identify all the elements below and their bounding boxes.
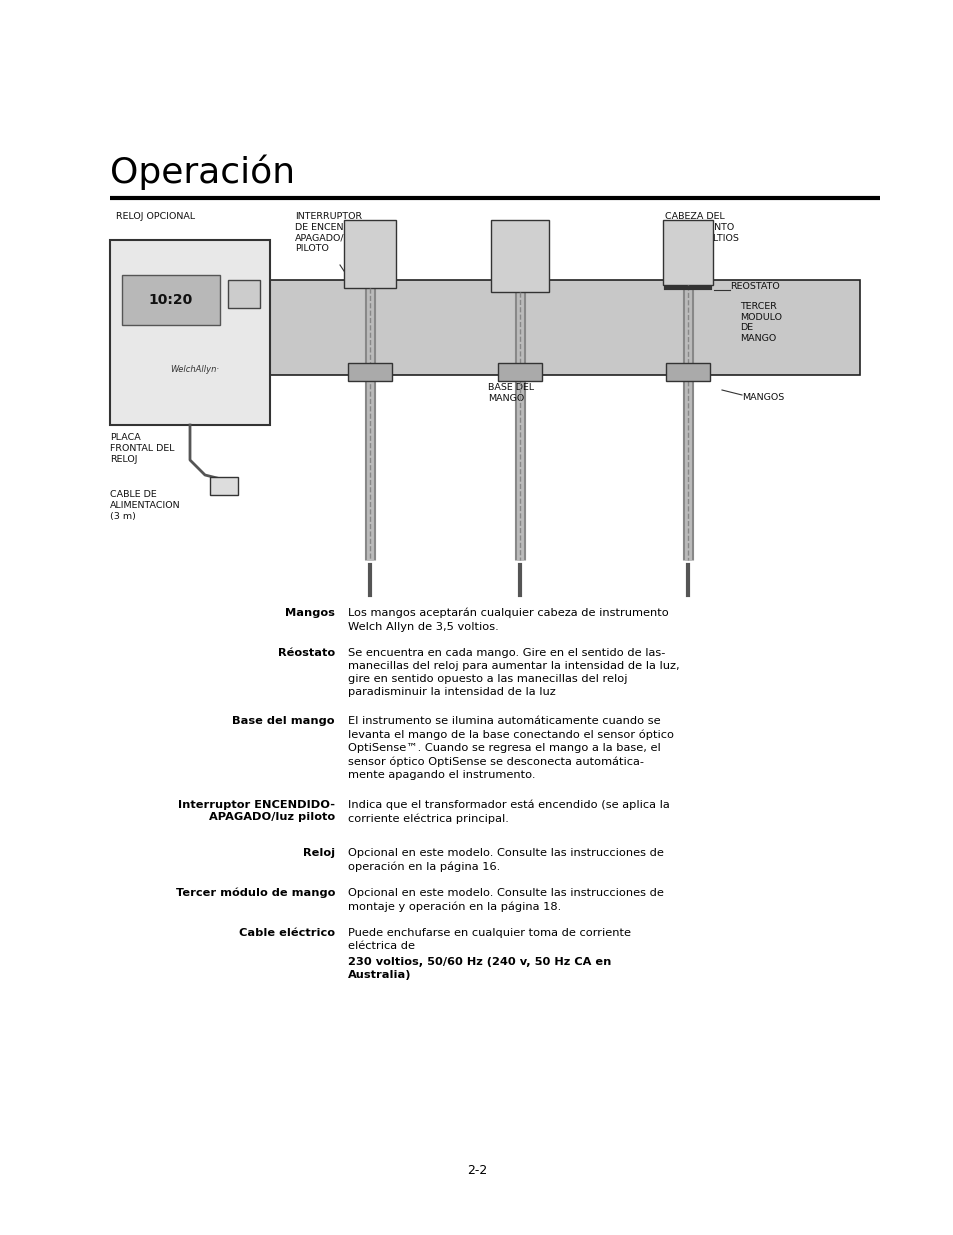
Text: MANGOS: MANGOS (741, 393, 783, 403)
Bar (665, 363, 709, 382)
Text: Reloj: Reloj (302, 848, 335, 858)
Text: El instrumento se ilumina automáticamente cuando se
levanta el mango de la base : El instrumento se ilumina automáticament… (348, 716, 673, 779)
Text: REOSTATO: REOSTATO (729, 282, 779, 291)
Text: CABEZA DEL
INSTRUMENTO
DE 3,5 VOLTIOS: CABEZA DEL INSTRUMENTO DE 3,5 VOLTIOS (664, 212, 739, 242)
Text: PLACA
FRONTAL DEL
RELOJ: PLACA FRONTAL DEL RELOJ (110, 433, 174, 463)
Text: 2-2: 2-2 (466, 1163, 487, 1177)
Text: INTERRUPTOR
DE ENCENDIDO/
APAGADO/LUZ
PILOTO: INTERRUPTOR DE ENCENDIDO/ APAGADO/LUZ PI… (294, 212, 371, 253)
Text: Cable eléctrico: Cable eléctrico (239, 927, 335, 939)
Bar (262, 280, 859, 375)
Text: Puede enchufarse en cualquier toma de corriente
eléctrica de: Puede enchufarse en cualquier toma de co… (348, 927, 630, 951)
Text: 10:20: 10:20 (149, 293, 193, 308)
Text: Opcional en este modelo. Consulte las instrucciones de
montaje y operación en la: Opcional en este modelo. Consulte las in… (348, 888, 663, 911)
Bar (122, 275, 220, 325)
Text: Réostato: Réostato (277, 648, 335, 658)
Text: .: . (538, 957, 541, 967)
Bar (228, 280, 260, 308)
Text: Se encuentra en cada mango. Gire en el sentido de las-
manecillas del reloj para: Se encuentra en cada mango. Gire en el s… (348, 648, 679, 697)
Text: Mangos: Mangos (285, 608, 335, 618)
Text: Operación: Operación (110, 156, 294, 190)
Text: CABLE DE
ALIMENTACION
(3 m): CABLE DE ALIMENTACION (3 m) (110, 490, 180, 520)
Bar (344, 220, 395, 288)
Text: TERCER
MODULO
DE
MANGO: TERCER MODULO DE MANGO (740, 303, 781, 343)
Text: Base del mango: Base del mango (233, 716, 335, 726)
Bar (210, 477, 237, 495)
Text: BASE DEL
MANGO: BASE DEL MANGO (488, 383, 534, 403)
Text: Indica que el transformador está encendido (se aplica la
corriente eléctrica pri: Indica que el transformador está encendi… (348, 800, 669, 824)
Bar (348, 363, 392, 382)
Text: Tercer módulo de mango: Tercer módulo de mango (175, 888, 335, 899)
Bar (662, 220, 712, 285)
Bar (110, 240, 270, 425)
Text: RELOJ OPCIONAL: RELOJ OPCIONAL (116, 212, 195, 221)
Bar (491, 220, 548, 291)
Text: Opcional en este modelo. Consulte las instrucciones de
operación en la página 16: Opcional en este modelo. Consulte las in… (348, 848, 663, 872)
Bar (497, 363, 541, 382)
Text: Interruptor ENCENDIDO-
APAGADO/luz piloto: Interruptor ENCENDIDO- APAGADO/luz pilot… (178, 800, 335, 823)
Text: 230 voltios, 50/60 Hz (240 v, 50 Hz CA en
Australia): 230 voltios, 50/60 Hz (240 v, 50 Hz CA e… (348, 957, 611, 981)
Text: WelchAllyn·: WelchAllyn· (171, 366, 219, 374)
Text: Los mangos aceptarán cualquier cabeza de instrumento
Welch Allyn de 3,5 voltios.: Los mangos aceptarán cualquier cabeza de… (348, 608, 668, 631)
